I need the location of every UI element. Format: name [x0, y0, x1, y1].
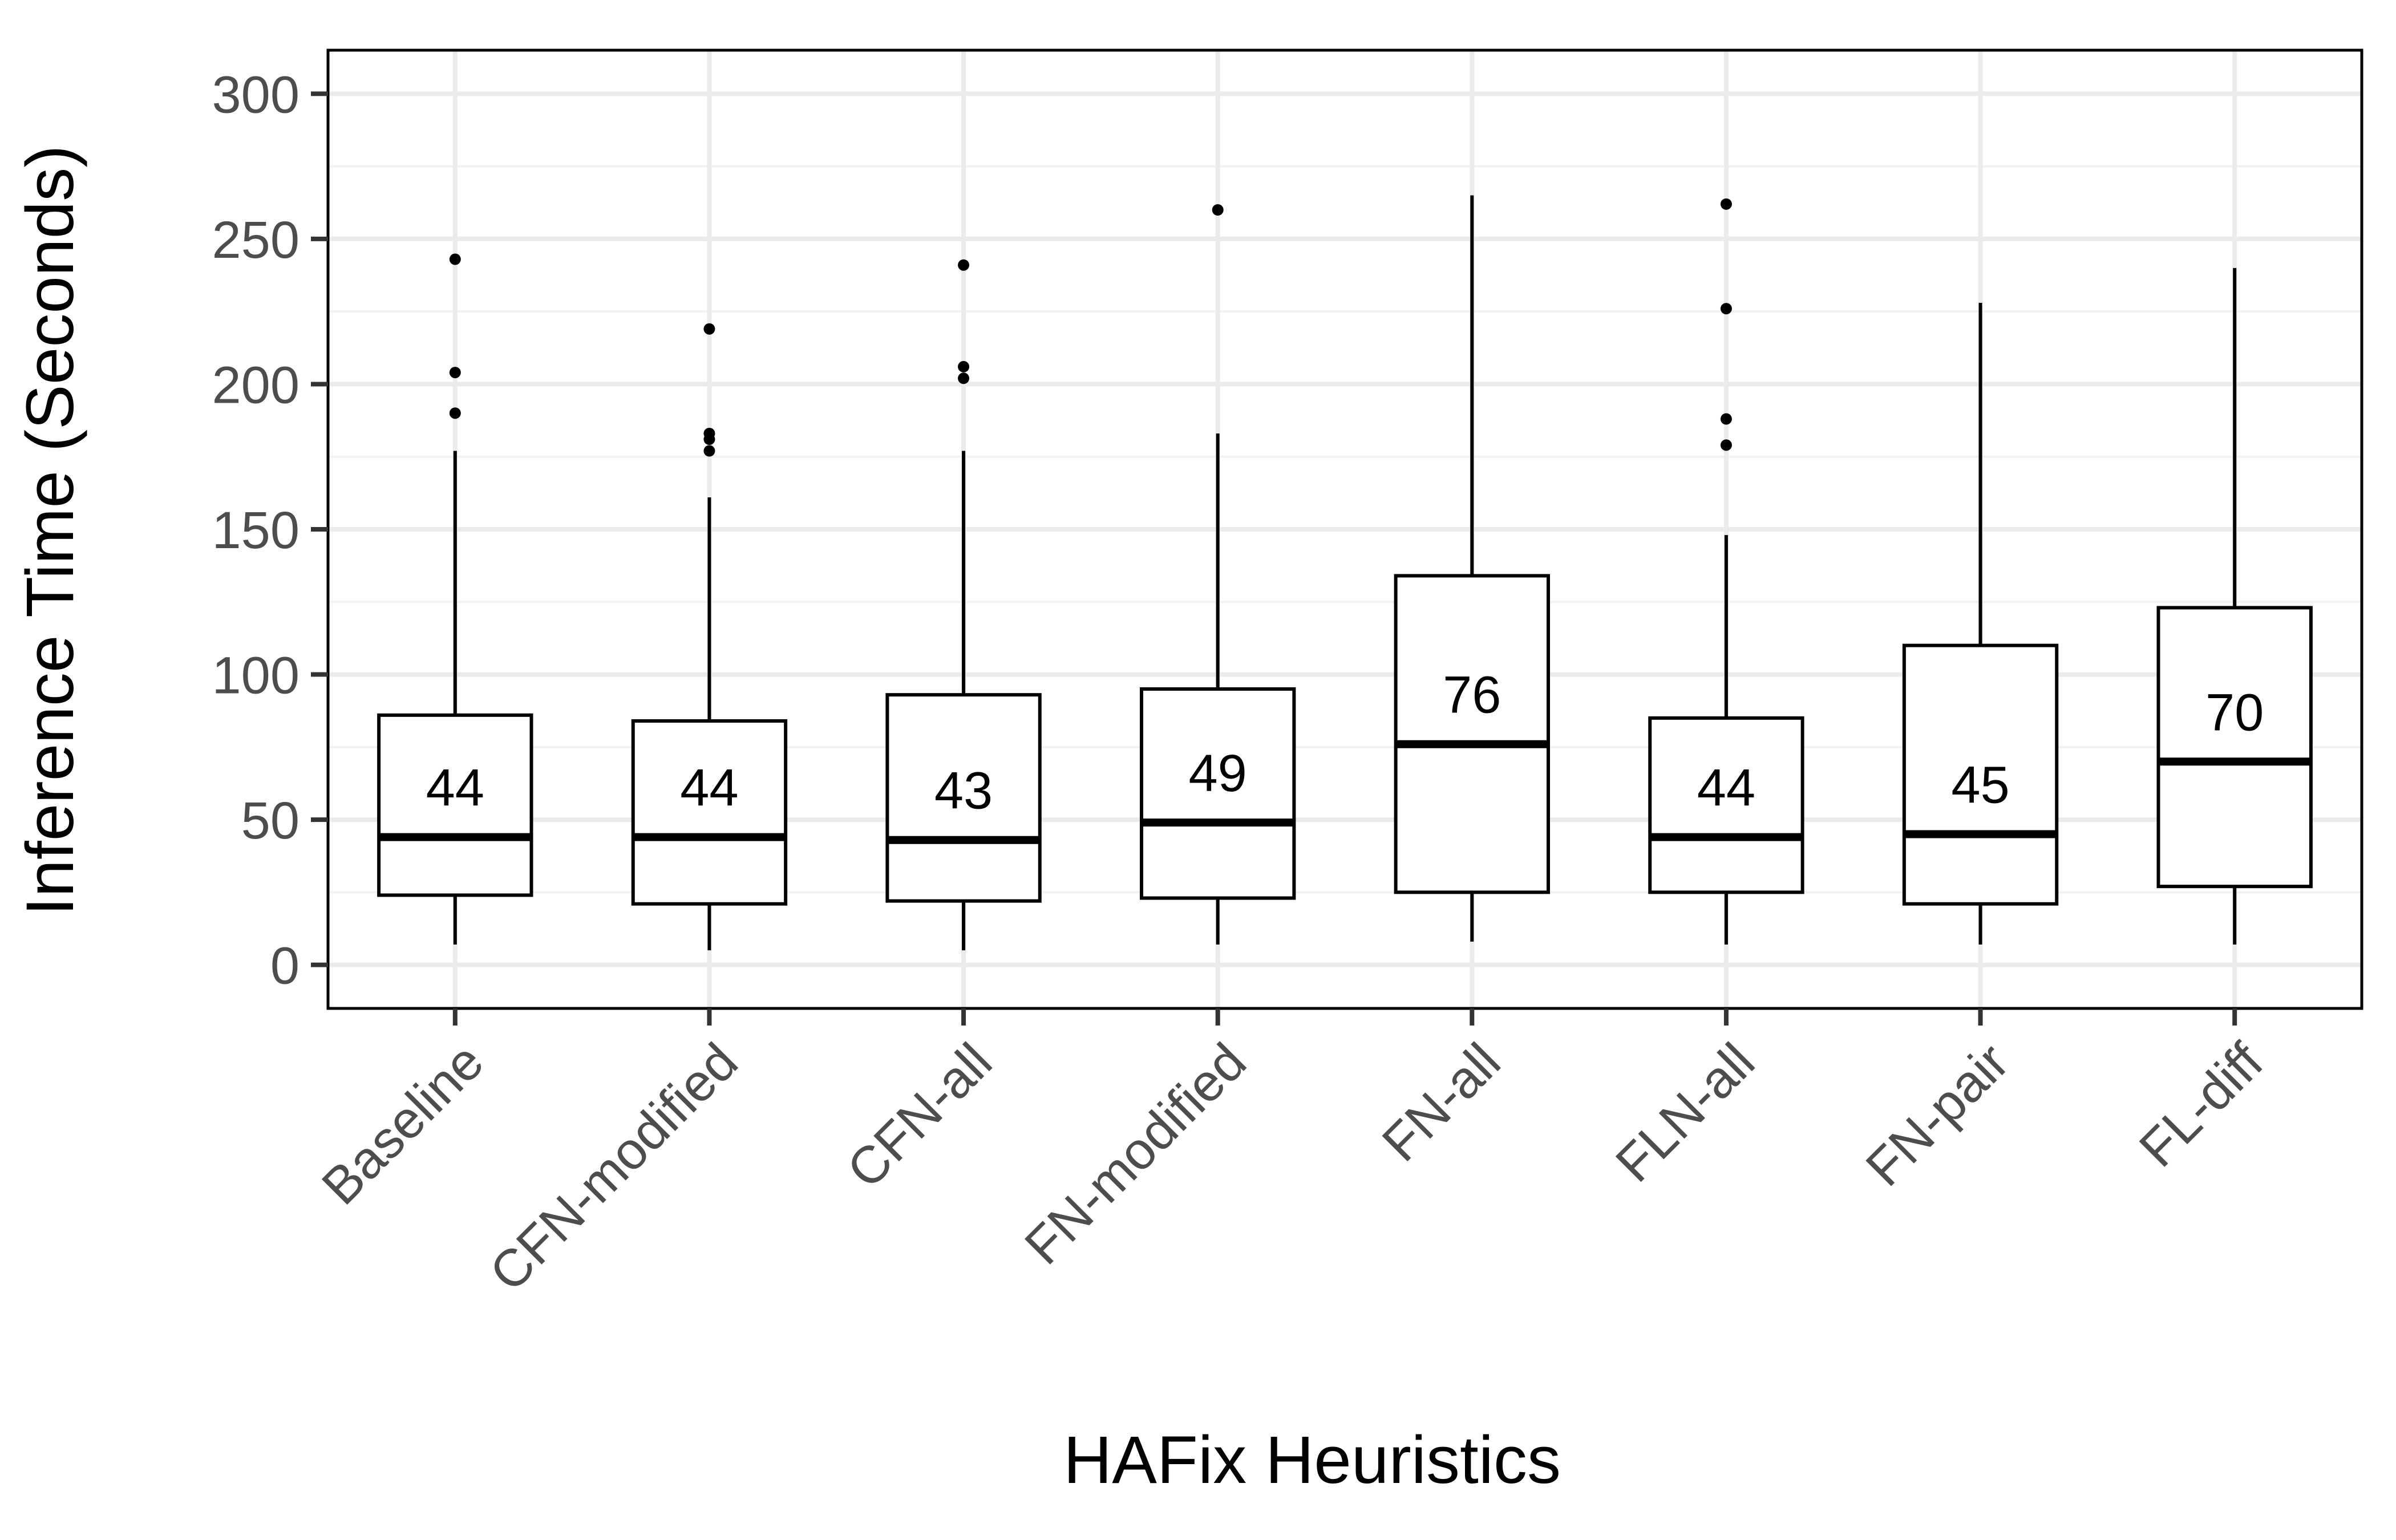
outlier-point — [1720, 413, 1732, 425]
median-value-label: 43 — [934, 762, 993, 820]
x-tick-label: FN-pair — [1855, 1032, 2020, 1197]
y-tick-label: 100 — [212, 647, 300, 705]
box-group: 70 — [2156, 268, 2313, 945]
median-value-label: 44 — [426, 759, 484, 817]
x-tick-label: FN-modified — [1014, 1032, 1257, 1275]
outlier-point — [1720, 303, 1732, 315]
box-group: 44 — [631, 323, 788, 951]
x-axis-title: HAFix Heuristics — [1063, 1423, 1561, 1498]
box-group: 44 — [1648, 198, 1804, 945]
box-iqr — [377, 713, 533, 897]
outlier-point — [958, 259, 970, 271]
outlier-point — [449, 367, 461, 379]
y-tick-label: 0 — [270, 937, 300, 995]
outlier-point — [449, 253, 461, 265]
box-group: 49 — [1140, 204, 1296, 945]
outlier-point — [1720, 439, 1732, 451]
box-iqr — [1140, 687, 1296, 900]
y-tick-label: 300 — [212, 66, 300, 124]
x-tick-label: FL-diff — [2128, 1032, 2274, 1178]
box-group: 44 — [377, 253, 533, 945]
median-value-label: 49 — [1189, 744, 1247, 803]
x-tick-label: CFN-all — [836, 1032, 1003, 1199]
box-group: 43 — [885, 259, 1042, 951]
outlier-point — [958, 372, 970, 384]
y-tick-label: 50 — [241, 792, 300, 850]
box-iqr — [2156, 606, 2313, 889]
median-value-label: 45 — [1951, 756, 2009, 814]
median-value-label: 76 — [1443, 666, 1501, 724]
x-tick-label: FN-all — [1371, 1032, 1512, 1173]
y-tick-label: 150 — [212, 501, 300, 560]
box-iqr — [1394, 574, 1550, 894]
outlier-point — [703, 445, 715, 457]
median-value-label: 44 — [1697, 759, 1755, 817]
box-group: 45 — [1902, 302, 2059, 945]
outlier-point — [703, 323, 715, 335]
y-axis-title: Inference Time (Seconds) — [13, 145, 88, 915]
outlier-point — [1720, 198, 1732, 210]
y-tick-label: 200 — [212, 356, 300, 414]
outlier-point — [703, 428, 715, 439]
y-tick-label: 250 — [212, 211, 300, 269]
box-iqr — [885, 693, 1042, 903]
outlier-point — [449, 407, 461, 419]
box-iqr — [1648, 716, 1804, 894]
median-value-label: 44 — [680, 759, 738, 817]
outlier-point — [958, 360, 970, 372]
outlier-point — [1212, 204, 1224, 216]
x-tick-label: FLN-all — [1605, 1032, 1766, 1193]
box-group: 76 — [1394, 195, 1550, 942]
box-layer: 44 44 43 49 76 44 45 70 — [377, 195, 2313, 951]
box-iqr — [1902, 643, 2059, 906]
x-tick-label: CFN-modified — [479, 1032, 748, 1302]
box-iqr — [631, 719, 788, 906]
median-value-label: 70 — [2205, 683, 2264, 741]
x-tick-label: Baseline — [311, 1032, 495, 1216]
